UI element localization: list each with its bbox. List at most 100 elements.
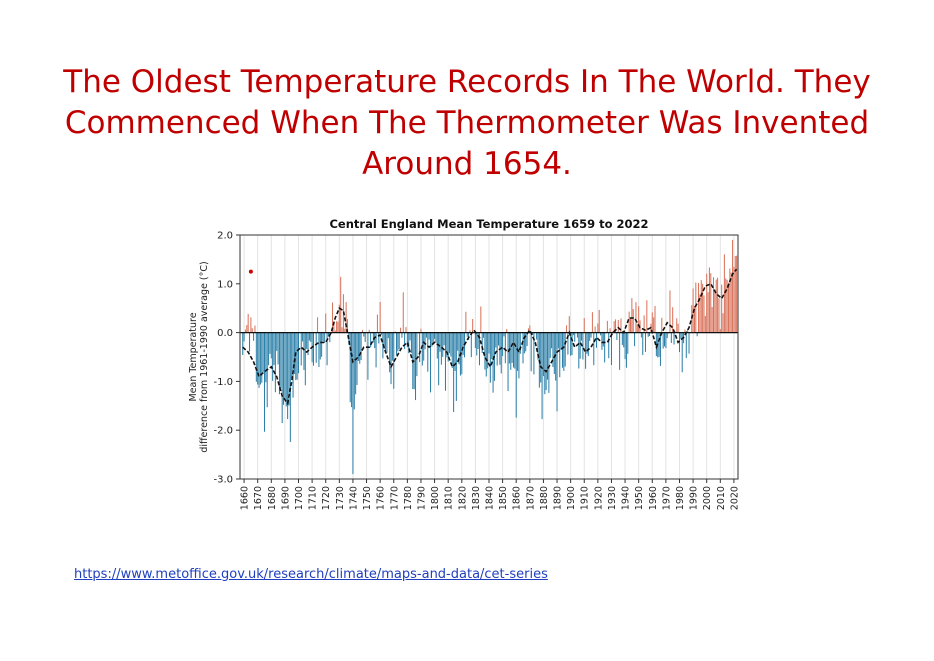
bar (518, 332, 520, 379)
y-tick-label: -1.0 (213, 377, 233, 388)
x-tick-label: 1850 (498, 486, 509, 510)
bar (465, 311, 467, 333)
bar (593, 332, 595, 366)
bar (409, 332, 411, 341)
bar (508, 332, 510, 364)
bar (721, 284, 723, 333)
bar (306, 332, 308, 349)
bar (332, 302, 334, 333)
bar (466, 332, 468, 337)
bar (251, 328, 253, 333)
bar (556, 332, 558, 412)
bar (352, 332, 354, 475)
bar (419, 332, 421, 363)
bar (615, 319, 617, 333)
x-tick-label: 1710 (308, 486, 319, 510)
bar (638, 306, 640, 333)
bar (277, 332, 279, 365)
bar (296, 332, 298, 380)
bar (512, 332, 515, 368)
bar (646, 300, 648, 333)
bar (586, 332, 588, 354)
bar (489, 332, 491, 383)
bar (608, 332, 610, 359)
bar (647, 332, 649, 337)
bar (287, 332, 289, 420)
bar (712, 277, 715, 333)
bar (242, 332, 244, 355)
bar (474, 332, 476, 349)
bar (495, 332, 497, 348)
bar (312, 332, 314, 366)
bar (644, 332, 646, 352)
bar (292, 332, 294, 398)
bar (636, 324, 638, 333)
bar (344, 328, 346, 333)
bar (336, 321, 338, 333)
x-tick-label: 1750 (362, 486, 373, 510)
bar (401, 332, 403, 338)
bar (446, 332, 448, 358)
bar (329, 332, 331, 343)
bar (723, 254, 725, 333)
bar (635, 302, 637, 333)
bar (625, 332, 627, 368)
bar (274, 332, 276, 393)
bar (574, 332, 576, 342)
bar (380, 332, 383, 335)
bar (259, 332, 261, 385)
bar (504, 332, 506, 364)
y-tick-label: 0.0 (217, 328, 233, 339)
bar (511, 332, 513, 363)
bar (308, 332, 310, 341)
bar (404, 332, 406, 350)
title-line: The Oldest Temperature Records In The Wo… (63, 64, 871, 100)
bar (680, 332, 682, 340)
bar (406, 332, 408, 348)
bar (492, 332, 494, 393)
bar (568, 316, 570, 333)
bar (389, 332, 391, 373)
bar (391, 332, 393, 361)
bar (549, 332, 551, 359)
bar (278, 332, 280, 395)
x-tick-label: 1700 (294, 486, 305, 510)
bar (561, 332, 563, 368)
bar (500, 332, 502, 374)
x-tick-label: 1940 (621, 486, 632, 510)
bar (262, 332, 264, 372)
bar (553, 332, 555, 374)
bar (659, 332, 661, 366)
bar (255, 332, 257, 382)
bar (634, 332, 636, 347)
bar (450, 332, 452, 357)
bar (604, 332, 606, 363)
bar (708, 267, 710, 333)
bar (498, 332, 500, 346)
bar (423, 332, 425, 361)
bar (560, 332, 562, 351)
x-tick-label: 1760 (376, 486, 387, 510)
bar (340, 276, 342, 333)
bar (632, 309, 634, 333)
bar (628, 311, 630, 333)
bar (698, 282, 700, 333)
bar (688, 332, 690, 354)
bar (265, 332, 267, 383)
bar (289, 332, 291, 442)
y-axis-label: difference from 1961-1990 average (°C) (199, 261, 210, 452)
bar (722, 313, 724, 333)
bar (351, 332, 353, 408)
bar (591, 312, 593, 333)
bar (606, 320, 608, 333)
bar (677, 323, 679, 333)
bar (455, 332, 457, 401)
bar (658, 332, 660, 357)
bar (421, 332, 423, 366)
bar (361, 329, 363, 333)
bar (439, 332, 441, 352)
bar (678, 332, 681, 353)
source-link[interactable]: https://www.metoffice.gov.uk/research/cl… (74, 567, 548, 582)
bar (303, 332, 305, 371)
bar (696, 332, 698, 337)
